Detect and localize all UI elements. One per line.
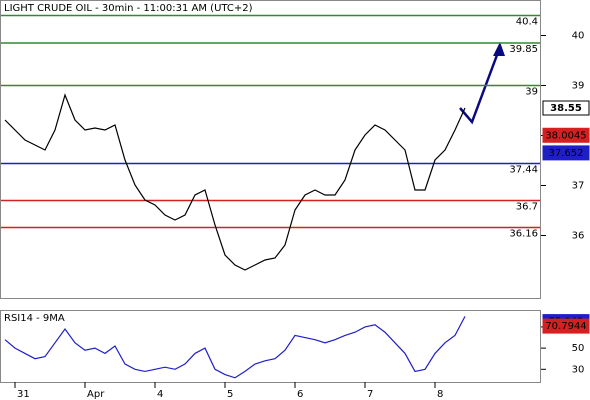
- y-tick-label: 37: [572, 181, 585, 192]
- level-label: 36.16: [509, 229, 538, 240]
- x-tick-label: 5: [227, 389, 233, 400]
- price-tag: [542, 145, 590, 161]
- projection-arrow: [459, 46, 502, 125]
- price-tag-label: 38.55: [550, 103, 582, 114]
- price-line: [4, 316, 466, 379]
- x-tick-label: 31: [17, 389, 30, 400]
- x-tick-label: 7: [367, 389, 373, 400]
- y-tick-label: 50: [572, 343, 585, 354]
- y-tick-label: 39: [572, 81, 585, 92]
- x-tick-label: Apr: [87, 389, 105, 400]
- level-label: 36.7: [516, 202, 538, 213]
- x-tick-label: 8: [437, 389, 443, 400]
- price-tag-label: 38.0045: [545, 130, 586, 141]
- chart-title: LIGHT CRUDE OIL - 30min - 11:00:31 AM (U…: [4, 3, 253, 14]
- price-panel: [0, 0, 541, 299]
- y-tick-label: 30: [572, 364, 585, 375]
- rsi-title: RSI14 - 9MA: [4, 313, 65, 324]
- level-label: 39.85: [509, 44, 538, 55]
- price-tag-label: 37.652: [549, 148, 584, 159]
- price-tag: [542, 318, 590, 334]
- price-tag: [542, 100, 590, 116]
- rsi-panel: [0, 310, 541, 383]
- y-tick-label: 36: [572, 231, 585, 242]
- x-tick-label: 6: [297, 389, 303, 400]
- y-tick-label: 40: [572, 31, 585, 42]
- level-label: 37.44: [509, 165, 538, 176]
- arrow-head: [493, 42, 505, 56]
- x-tick-label: 4: [157, 389, 163, 400]
- price-tag: [542, 127, 590, 143]
- price-tag-label: 70.7944: [545, 321, 586, 332]
- level-label: 39: [525, 87, 538, 98]
- level-label: 40.4: [516, 17, 538, 28]
- price-line: [4, 93, 466, 271]
